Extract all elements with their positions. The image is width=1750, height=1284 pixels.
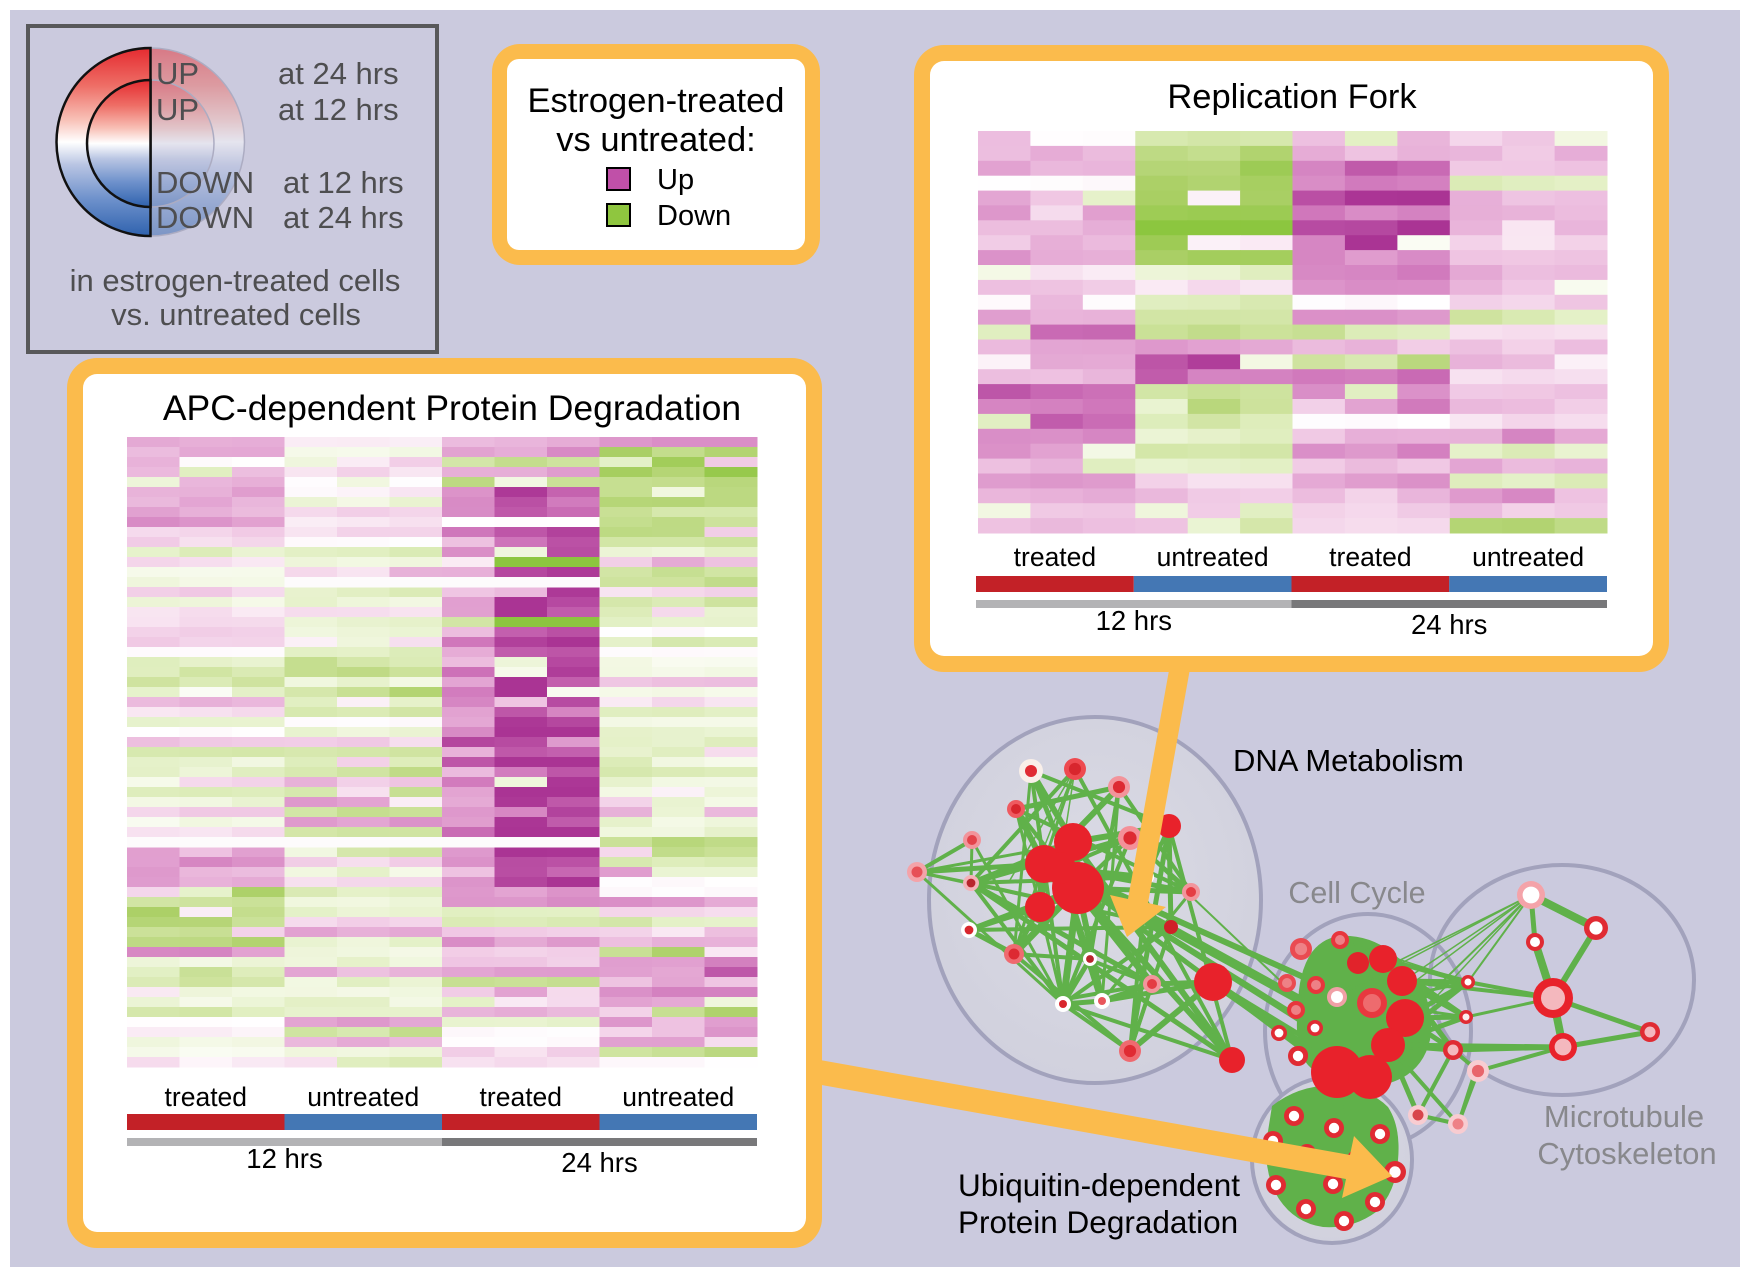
- svg-text:24 hrs: 24 hrs: [1411, 609, 1487, 640]
- svg-text:Cell Cycle: Cell Cycle: [1288, 876, 1425, 910]
- svg-text:12 hrs: 12 hrs: [1096, 605, 1172, 636]
- svg-text:treated: treated: [1014, 542, 1097, 572]
- svg-text:treated: treated: [165, 1082, 248, 1112]
- svg-text:untreated: untreated: [307, 1082, 419, 1112]
- svg-text:Up: Up: [657, 164, 694, 196]
- svg-text:Replication Fork: Replication Fork: [1167, 78, 1417, 116]
- svg-text:Microtubule: Microtubule: [1544, 1099, 1704, 1134]
- svg-text:DOWN: DOWN: [156, 200, 254, 235]
- svg-text:at 12 hrs: at 12 hrs: [283, 165, 404, 200]
- svg-text:Cytoskeleton: Cytoskeleton: [1537, 1136, 1716, 1171]
- svg-text:Ubiquitin-dependent: Ubiquitin-dependent: [958, 1167, 1240, 1203]
- svg-text:UP: UP: [156, 92, 199, 127]
- svg-text:24 hrs: 24 hrs: [561, 1147, 637, 1178]
- svg-text:at 12 hrs: at 12 hrs: [278, 92, 399, 127]
- svg-text:vs. untreated cells: vs. untreated cells: [111, 297, 361, 332]
- svg-text:UP: UP: [156, 56, 199, 91]
- svg-text:treated: treated: [1329, 542, 1412, 572]
- svg-text:DOWN: DOWN: [156, 165, 254, 200]
- svg-text:DNA Metabolism: DNA Metabolism: [1233, 743, 1464, 778]
- svg-text:in estrogen-treated cells: in estrogen-treated cells: [70, 263, 401, 298]
- svg-text:vs untreated:: vs untreated:: [556, 121, 755, 159]
- svg-text:treated: treated: [480, 1082, 563, 1112]
- svg-text:untreated: untreated: [1157, 542, 1269, 572]
- svg-text:untreated: untreated: [622, 1082, 734, 1112]
- svg-text:Estrogen-treated: Estrogen-treated: [528, 82, 785, 120]
- svg-text:12 hrs: 12 hrs: [246, 1143, 322, 1174]
- svg-text:untreated: untreated: [1472, 542, 1584, 572]
- svg-text:Down: Down: [657, 200, 731, 232]
- svg-text:APC-dependent Protein Degradat: APC-dependent Protein Degradation: [163, 388, 741, 428]
- svg-text:Protein Degradation: Protein Degradation: [958, 1204, 1238, 1240]
- svg-text:at 24 hrs: at 24 hrs: [283, 200, 404, 235]
- svg-text:at 24 hrs: at 24 hrs: [278, 56, 399, 91]
